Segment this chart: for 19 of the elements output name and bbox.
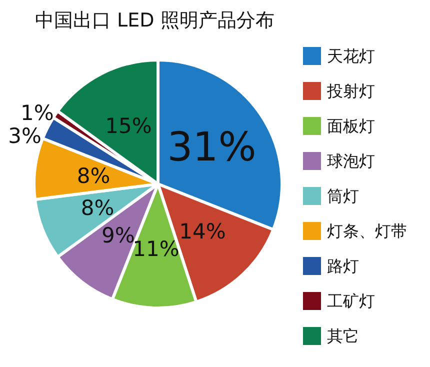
legend-label: 灯条、灯带 — [327, 222, 407, 240]
legend-label: 筒灯 — [327, 186, 359, 206]
data-label: 15% — [105, 114, 152, 138]
data-label: 8% — [80, 196, 114, 220]
data-label: 9% — [101, 223, 135, 248]
legend-label: 路灯 — [327, 256, 359, 276]
legend-label: 工矿灯 — [327, 292, 375, 310]
data-label: 31% — [167, 124, 256, 170]
data-label: 11% — [132, 236, 180, 261]
chart-title: 中国出口 LED 照明产品分布 — [35, 10, 274, 32]
legend-label: 投射灯 — [326, 82, 375, 100]
legend-label: 球泡灯 — [327, 152, 375, 170]
data-label: 1% — [20, 101, 54, 126]
data-label: 8% — [76, 164, 110, 188]
data-label: 14% — [179, 219, 226, 244]
data-label: 3% — [8, 124, 42, 148]
legend-label: 天花灯 — [327, 46, 375, 66]
legend-label: 面板灯 — [327, 116, 375, 136]
legend-label: 其它 — [327, 326, 359, 346]
